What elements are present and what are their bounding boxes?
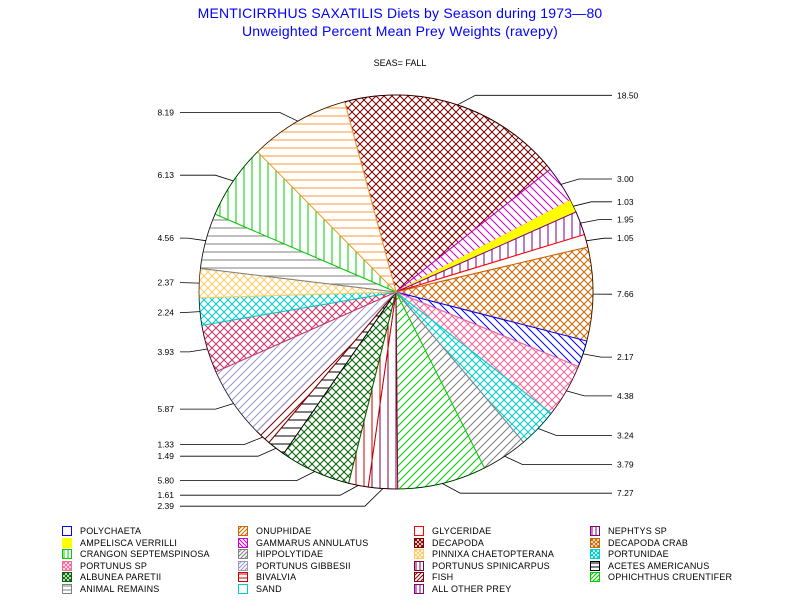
leader-line-4 <box>580 219 612 224</box>
leader-line-5 <box>586 237 612 242</box>
slice-value-label-7: 2.17 <box>617 352 634 362</box>
slice-value-label-21: 4.56 <box>157 233 174 243</box>
leader-line-19 <box>180 311 201 314</box>
leader-line-2 <box>560 178 612 185</box>
leader-line-22 <box>180 174 234 182</box>
pie-leaders: 18.50 3.00 1.03 1.95 1.05 7.66 2.17 4.38 3.24 3.7… <box>157 90 638 511</box>
season-label: SEAS= FALL <box>373 58 427 68</box>
slice-value-label-2: 3.00 <box>617 174 634 184</box>
chart-subtitle: Unweighted Percent Mean Prey Weights (ra… <box>241 23 559 39</box>
slice-value-label-22: 6.13 <box>157 170 174 180</box>
leader-line-15 <box>180 447 277 457</box>
slice-value-label-14: 5.80 <box>157 476 174 486</box>
slice-value-label-4: 1.95 <box>617 215 634 225</box>
slice-value-label-8: 4.38 <box>617 391 634 401</box>
leader-line-18 <box>180 348 208 353</box>
pie-slices <box>198 94 594 490</box>
leader-line-11 <box>442 483 612 494</box>
slice-value-label-9: 3.24 <box>617 430 634 440</box>
slice-value-label-18: 3.93 <box>157 347 174 357</box>
leader-line-1 <box>457 94 612 106</box>
slice-value-label-3: 1.03 <box>617 197 634 207</box>
leader-line-21 <box>180 237 206 242</box>
leader-line-13 <box>180 485 359 496</box>
slice-value-label-10: 3.79 <box>617 460 634 470</box>
leader-line-3 <box>573 201 612 207</box>
slice-value-label-5: 1.05 <box>617 233 634 243</box>
slice-value-label-17: 5.87 <box>157 404 174 414</box>
slice-value-label-16: 1.33 <box>157 439 174 449</box>
slice-value-label-23: 8.19 <box>157 108 174 118</box>
leader-line-20 <box>180 282 200 284</box>
leader-line-14 <box>180 471 315 482</box>
leader-line-16 <box>180 436 263 445</box>
leader-line-12 <box>180 488 384 507</box>
leader-line-7 <box>582 353 612 358</box>
slice-value-label-12: 2.39 <box>157 501 174 511</box>
slice-value-label-6: 7.66 <box>617 289 634 299</box>
slice-value-label-15: 1.49 <box>157 451 174 461</box>
slice-value-label-1: 18.50 <box>617 90 639 100</box>
slice-value-label-13: 1.61 <box>157 490 174 500</box>
leader-line-23 <box>180 112 299 122</box>
chart-title: MENTICIRRHUS SAXATILIS Diets by Season d… <box>197 5 603 21</box>
slice-value-label-11: 7.27 <box>617 488 634 498</box>
pie-outline <box>198 94 594 490</box>
slice-value-label-19: 2.24 <box>157 308 174 318</box>
leader-line-8 <box>566 390 612 397</box>
leader-line-9 <box>537 428 612 436</box>
leader-line-10 <box>504 455 612 466</box>
leader-line-17 <box>180 403 234 410</box>
slice-value-label-20: 2.37 <box>157 278 174 288</box>
